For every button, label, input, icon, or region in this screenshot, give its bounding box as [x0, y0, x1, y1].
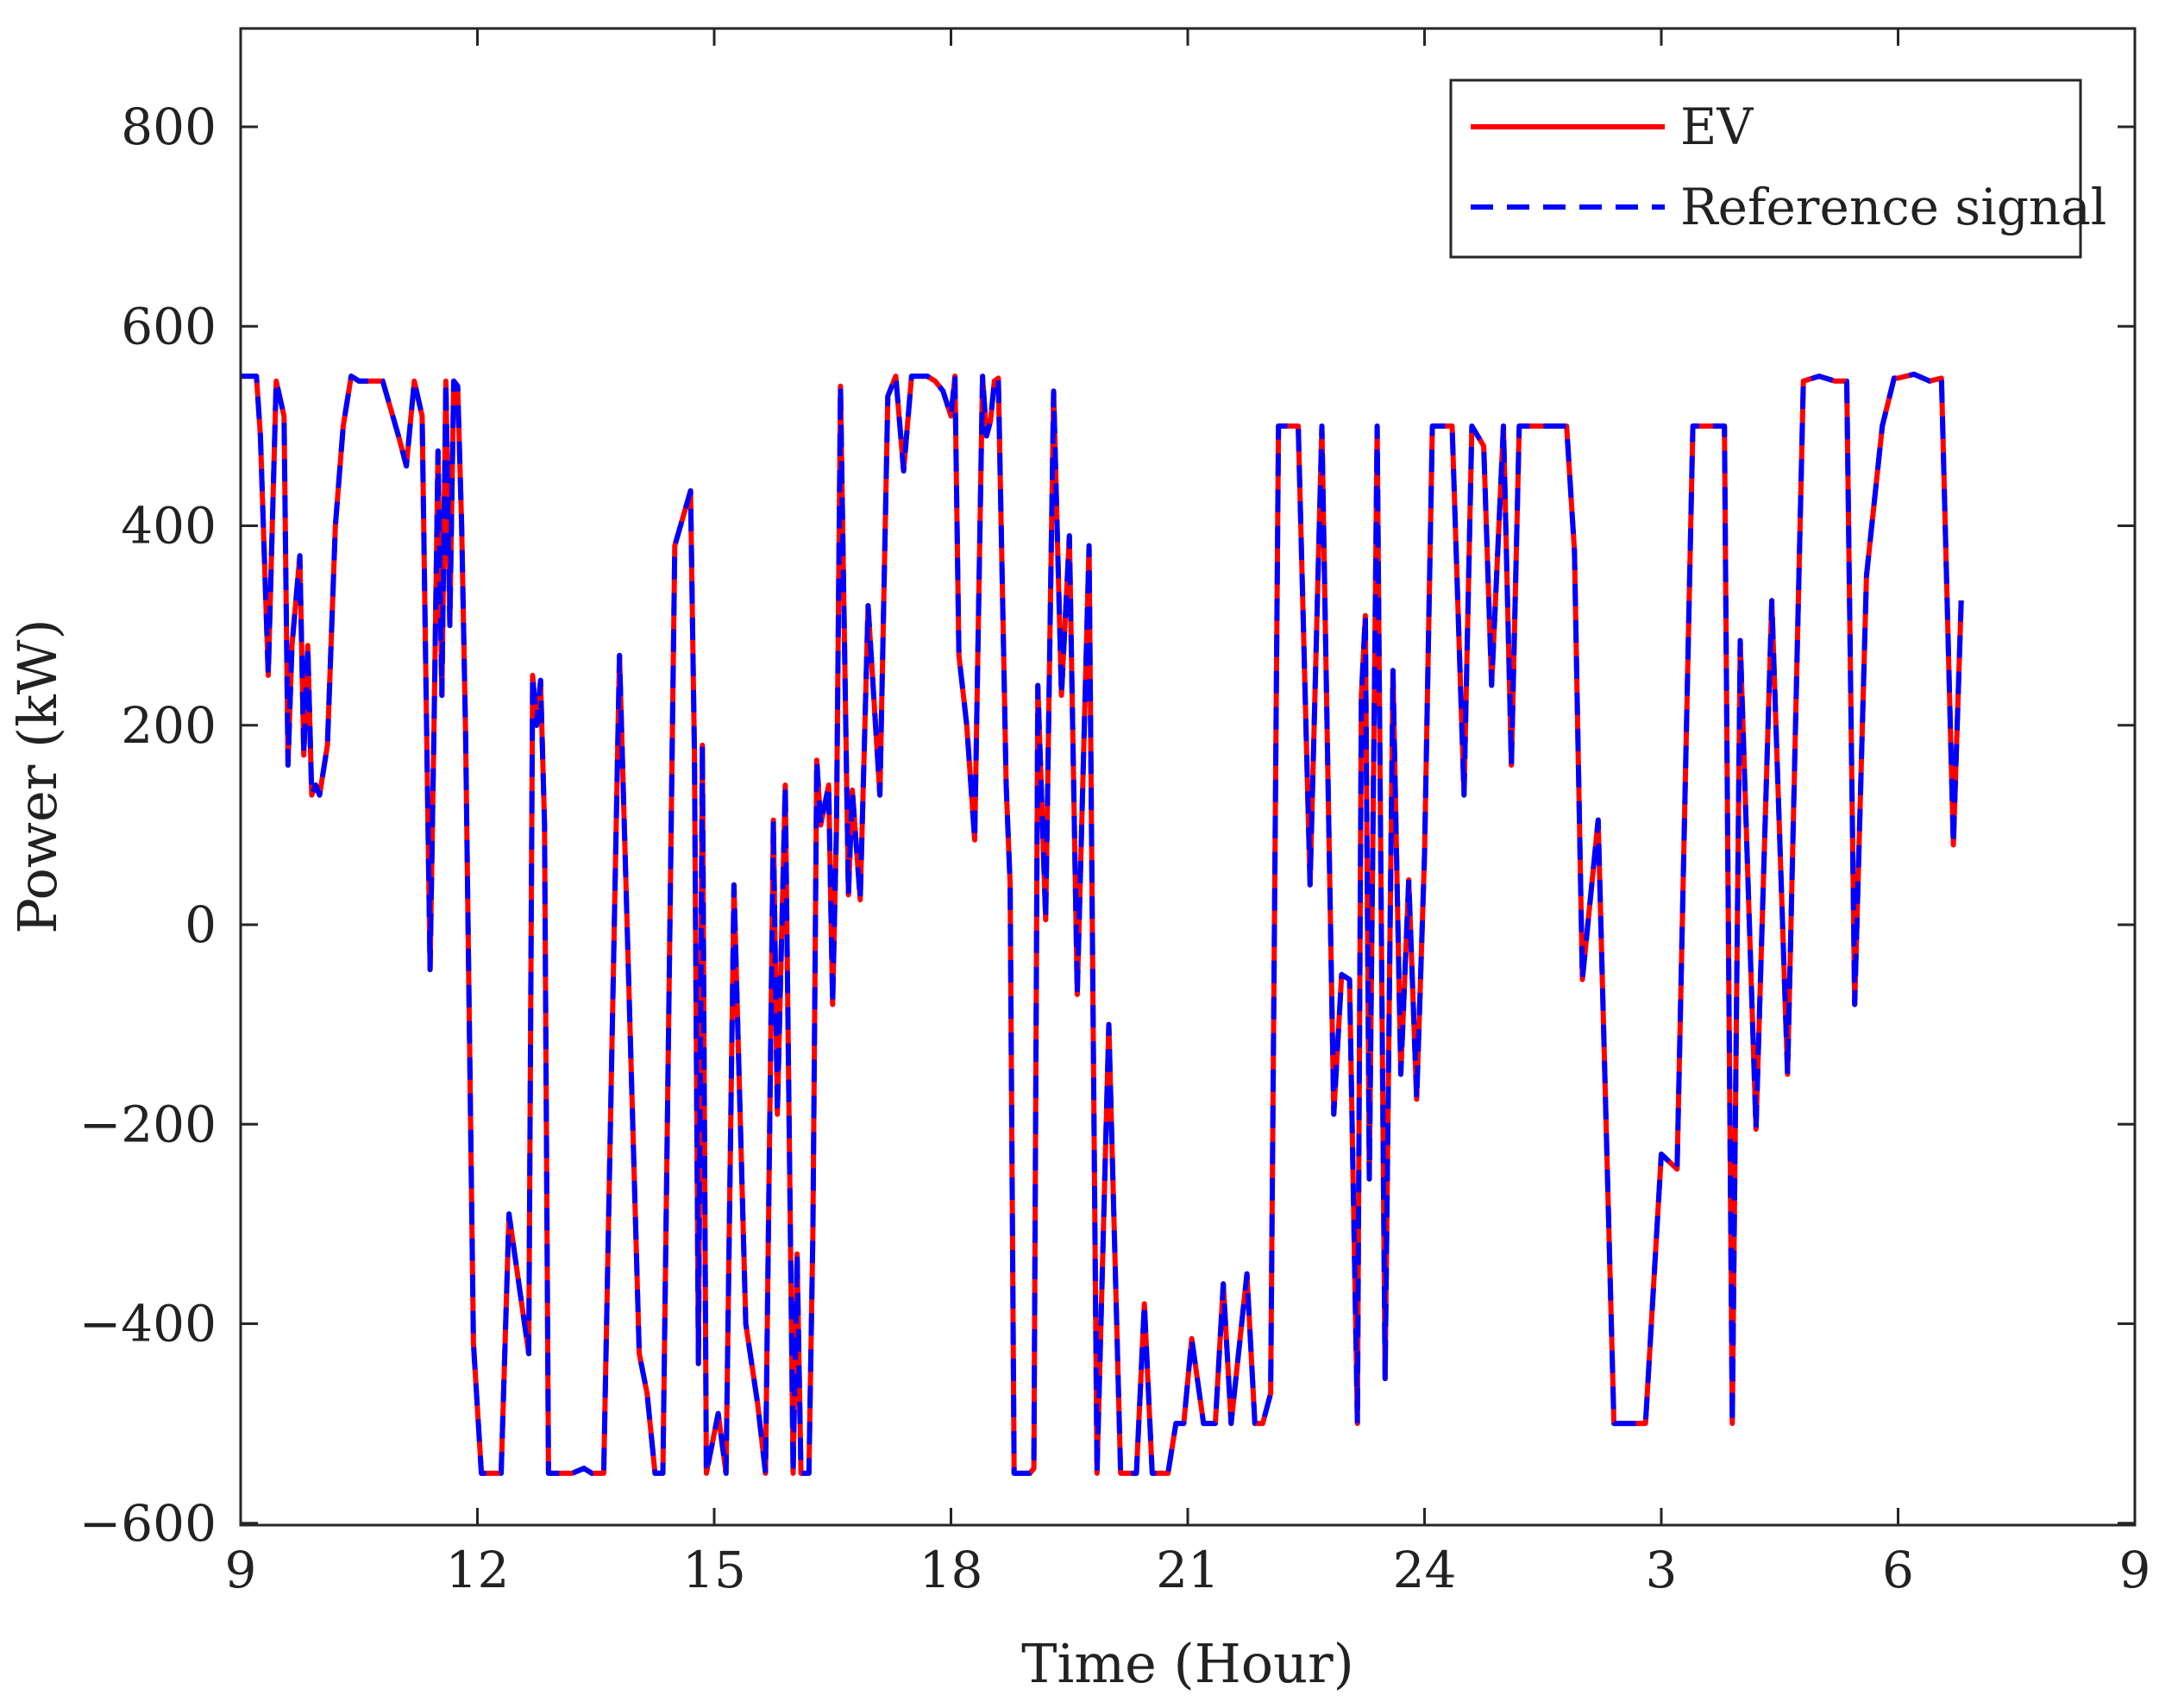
y-tick-label: 0 — [185, 895, 217, 954]
legend: EV Reference signal — [1449, 78, 2106, 259]
x-tick-label: 21 — [1156, 1541, 1220, 1599]
y-axis-ticks: −600 −400 −200 0 200 400 600 800 — [79, 97, 2135, 1553]
x-tick-label: 6 — [1882, 1541, 1914, 1599]
y-tick-label: 200 — [121, 696, 217, 755]
y-tick-label: −400 — [79, 1295, 217, 1353]
x-axis-ticks: 9 12 15 18 21 24 3 6 9 — [225, 28, 2151, 1599]
x-tick-label: 18 — [919, 1541, 983, 1599]
x-axis-title: Time (Hour) — [1021, 1632, 1354, 1695]
y-tick-label: −600 — [79, 1494, 217, 1553]
y-axis-title: Power (kW) — [6, 619, 69, 933]
plot-lines — [241, 371, 1964, 1476]
legend-box — [1449, 78, 2082, 259]
legend-label-ev: EV — [1680, 97, 1754, 156]
x-tick-label: 3 — [1646, 1541, 1678, 1599]
x-tick-label: 15 — [682, 1541, 746, 1599]
x-tick-label: 9 — [2119, 1541, 2151, 1599]
x-tick-label: 12 — [446, 1541, 510, 1599]
x-tick-label: 24 — [1393, 1541, 1457, 1599]
y-tick-label: −200 — [79, 1095, 217, 1153]
y-tick-label: 600 — [121, 297, 217, 355]
x-tick-label: 9 — [225, 1541, 257, 1599]
legend-label-reference-signal: Reference signal — [1680, 178, 2106, 236]
y-tick-label: 400 — [121, 497, 217, 556]
series-line-reference-signal — [241, 371, 1964, 1476]
y-tick-label: 800 — [121, 97, 217, 156]
